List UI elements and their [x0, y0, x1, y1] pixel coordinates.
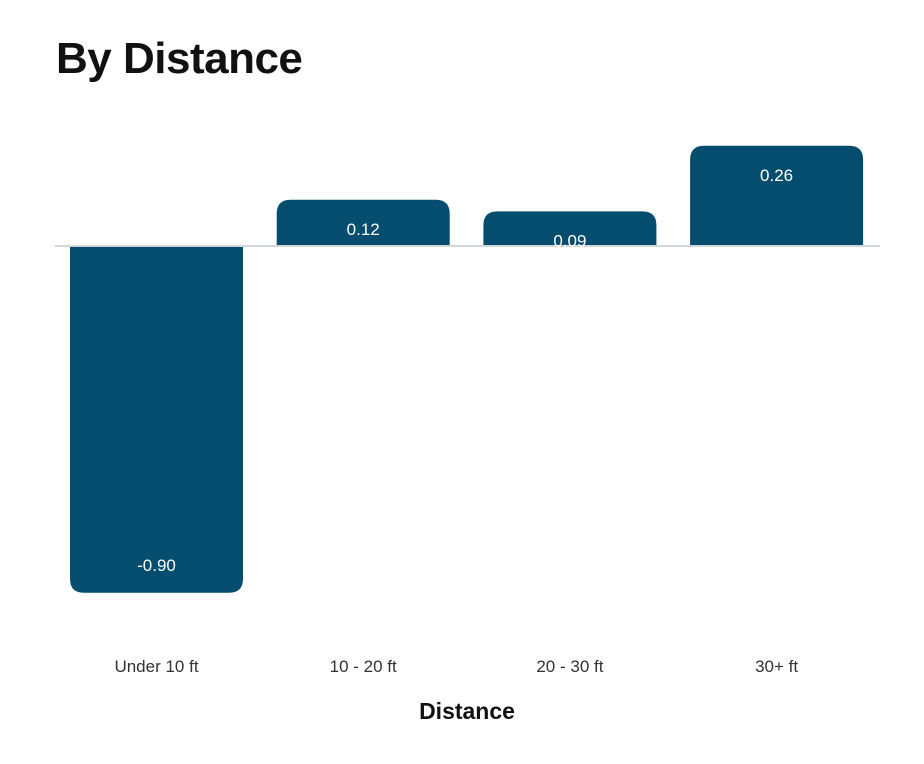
bar-1 — [276, 199, 450, 246]
chart-title: By Distance — [56, 34, 303, 83]
bar-0 — [70, 246, 243, 593]
bar-2 — [483, 211, 657, 246]
bars-group — [70, 145, 864, 593]
x-axis-title: Distance — [419, 698, 515, 724]
x-tick-label-0: Under 10 ft — [114, 657, 198, 676]
x-tick-label-1: 10 - 20 ft — [330, 657, 397, 676]
data-label-0: -0.90 — [137, 556, 176, 575]
data-label-3: 0.26 — [760, 166, 793, 185]
x-tick-label-2: 20 - 30 ft — [536, 657, 603, 676]
x-tick-label-3: 30+ ft — [755, 657, 798, 676]
data-labels-group: -0.90 0.12 0.09 0.26 — [137, 166, 793, 575]
data-label-2: 0.09 — [553, 231, 586, 250]
data-label-1: 0.12 — [347, 220, 380, 239]
x-tick-labels-group: Under 10 ft 10 - 20 ft 20 - 30 ft 30+ ft — [114, 657, 798, 676]
bar-3 — [690, 145, 864, 246]
